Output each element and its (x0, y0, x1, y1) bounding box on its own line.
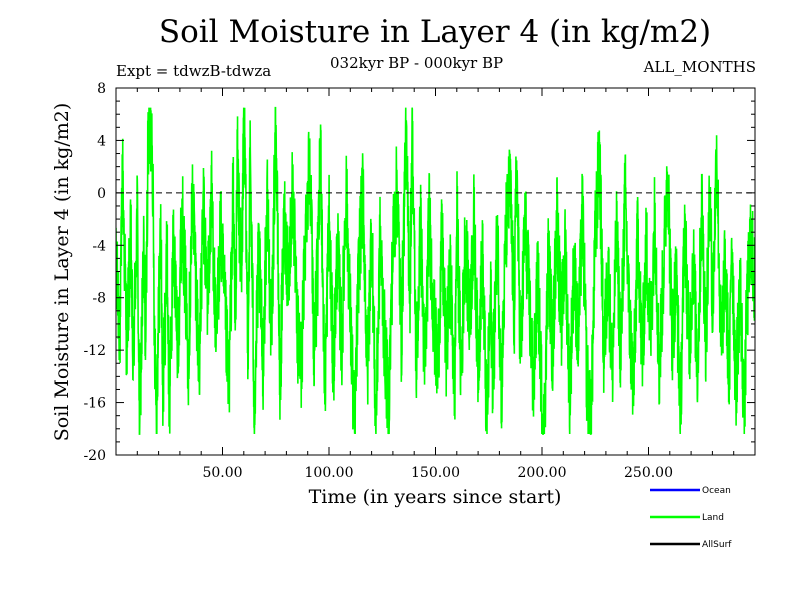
y-tick-label: -8 (92, 291, 106, 307)
y-axis-label: Soil Moisture in Layer 4 (in kg/m2) (51, 103, 73, 442)
period-label: ALL_MONTHS (643, 58, 756, 76)
y-tick-label: -12 (83, 343, 106, 359)
legend-label-ocean: Ocean (702, 486, 731, 496)
chart-title: Soil Moisture in Layer 4 (in kg/m2) (158, 14, 712, 50)
legend: Ocean Land AllSurf (650, 486, 732, 550)
x-tick-label: 200.00 (518, 465, 567, 481)
x-tick-label: 100.00 (305, 465, 354, 481)
y-tick-label: -16 (83, 396, 106, 412)
axis-ticks: -20 -16 -12 -8 -4 0 4 8 50.00 100.00 150.00 200.00 2… (83, 81, 755, 481)
y-tick-label: 8 (97, 81, 106, 97)
legend-label-allsurf: AllSurf (702, 540, 732, 550)
x-tick-label: 150.00 (411, 465, 460, 481)
chart-subtitle: 032kyr BP - 000kyr BP (330, 54, 504, 72)
y-tick-label: 0 (97, 186, 106, 202)
experiment-label: Expt = tdwzB-tdwza (116, 62, 272, 80)
legend-label-land: Land (702, 513, 724, 523)
y-tick-label: 4 (97, 133, 106, 149)
x-axis-label: Time (in years since start) (309, 486, 562, 508)
x-tick-label: 50.00 (202, 465, 242, 481)
plot-area (116, 106, 755, 435)
y-tick-label: -20 (83, 448, 106, 464)
series-line-land (116, 106, 755, 435)
x-tick-label: 250.00 (624, 465, 673, 481)
y-tick-label: -4 (92, 238, 106, 254)
